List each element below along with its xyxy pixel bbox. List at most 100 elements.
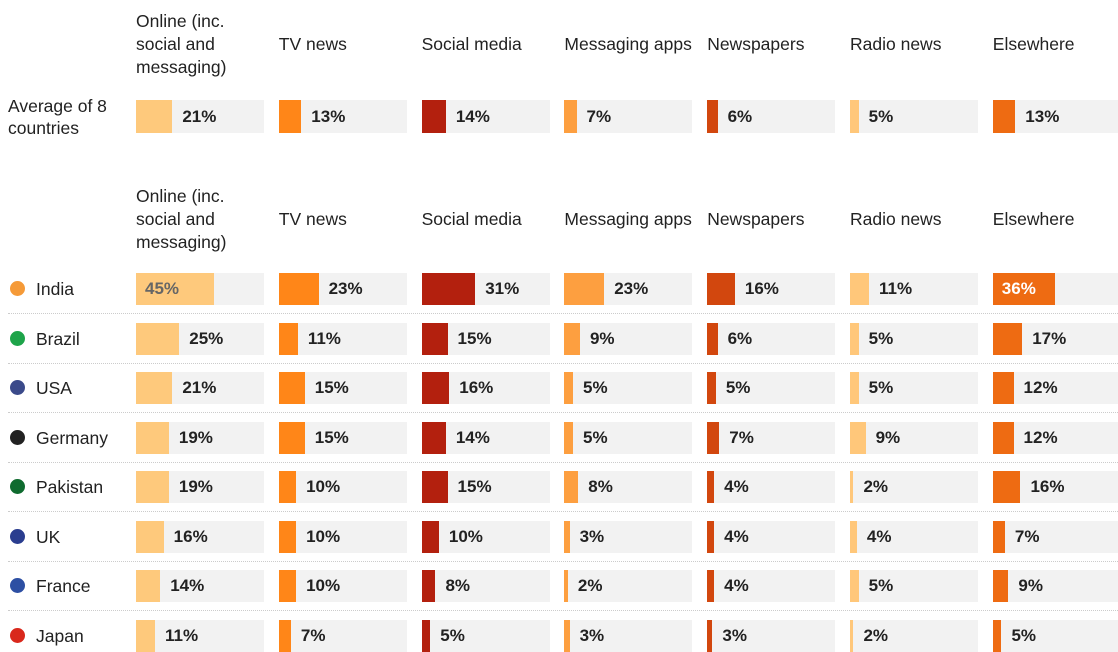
bar <box>707 520 715 553</box>
bar <box>564 520 570 553</box>
value-label: 21% <box>182 106 217 126</box>
flag-icon <box>10 380 25 395</box>
value-label: 19% <box>178 477 213 496</box>
bar <box>992 619 1002 652</box>
bar <box>850 421 866 454</box>
bar <box>707 273 735 305</box>
value-label: 15% <box>457 328 492 348</box>
cell-background <box>850 421 978 454</box>
cell-background <box>278 520 407 553</box>
value-label: 5% <box>868 328 894 348</box>
flag-icon <box>10 330 25 346</box>
row-separator <box>8 313 1118 314</box>
cell-background <box>850 619 978 652</box>
value-label: 31% <box>485 279 520 298</box>
value-label: 2% <box>863 625 889 645</box>
value-label: 23% <box>614 279 649 298</box>
column-header: TV news <box>278 33 347 54</box>
bar <box>850 372 859 404</box>
bar <box>850 570 859 602</box>
cell-background <box>136 619 264 652</box>
column-header: Radio news <box>850 33 942 54</box>
bar <box>850 100 859 133</box>
bar <box>564 372 574 404</box>
value-label: 5% <box>725 378 751 397</box>
bar <box>278 372 305 404</box>
flag-icon <box>10 479 25 494</box>
row-separator <box>8 511 1118 512</box>
bar <box>278 421 305 454</box>
bar <box>992 570 1009 602</box>
bar <box>421 372 450 404</box>
value-label: 2% <box>863 477 889 496</box>
value-label: 7% <box>586 106 612 126</box>
value-label: 10% <box>306 576 341 595</box>
value-label: 16% <box>173 526 208 546</box>
cell-background <box>850 570 978 602</box>
column-header: Newspapers <box>707 208 805 229</box>
bar <box>850 322 859 355</box>
bar <box>707 100 718 133</box>
bar <box>992 372 1014 404</box>
value-label: 2% <box>577 576 603 595</box>
bar <box>850 273 870 305</box>
value-label: 16% <box>1030 477 1065 496</box>
value-label: 4% <box>866 526 892 546</box>
cell-background <box>278 570 407 602</box>
column-header: Elsewhere <box>992 33 1075 54</box>
row-separator <box>8 610 1118 611</box>
value-label: 9% <box>1018 576 1043 595</box>
value-label: 11% <box>879 279 913 298</box>
bar <box>564 100 577 133</box>
bar <box>707 322 718 355</box>
flag-icon <box>10 528 25 544</box>
row-label: India <box>36 279 74 299</box>
value-label: 5% <box>868 378 894 397</box>
bar <box>136 100 173 133</box>
flag-icon <box>10 429 25 445</box>
cell-background <box>850 322 978 355</box>
bar <box>421 619 431 652</box>
column-header: Messaging apps <box>564 33 692 54</box>
bar <box>992 471 1021 503</box>
bar <box>992 322 1023 355</box>
cell-background <box>707 421 836 454</box>
row-label: Average of 8 countries <box>8 96 107 138</box>
bar <box>136 570 161 602</box>
cell-background <box>707 372 836 404</box>
cell-background <box>421 570 550 602</box>
bar <box>564 322 580 355</box>
value-label: 15% <box>457 477 492 496</box>
cell-background <box>564 471 693 503</box>
row-label: Japan <box>36 625 84 646</box>
row-separator <box>8 412 1118 413</box>
bar <box>278 471 297 503</box>
value-label: 4% <box>724 576 749 595</box>
bar <box>278 100 302 133</box>
row-label: UK <box>36 526 61 547</box>
cell-background <box>707 100 836 133</box>
column-header: Social media <box>421 33 522 54</box>
bar <box>136 619 156 652</box>
bar <box>850 520 857 553</box>
value-label: 5% <box>868 576 894 595</box>
value-label: 10% <box>306 477 341 496</box>
cell-background <box>278 322 407 355</box>
column-header: Newspapers <box>707 33 805 54</box>
cell-background <box>421 619 550 652</box>
cell-background <box>564 619 693 652</box>
bar <box>564 273 605 305</box>
bar <box>136 322 180 355</box>
value-label: 8% <box>445 576 471 595</box>
bar <box>421 421 446 454</box>
cell-background <box>707 619 836 652</box>
value-label: 3% <box>722 625 747 645</box>
value-label: 11% <box>165 625 199 645</box>
cell-background <box>850 273 978 305</box>
bar <box>421 471 448 503</box>
cell-background <box>278 619 407 652</box>
value-label: 13% <box>311 106 346 126</box>
value-label: 3% <box>579 526 605 546</box>
row-label: Germany <box>36 427 108 448</box>
